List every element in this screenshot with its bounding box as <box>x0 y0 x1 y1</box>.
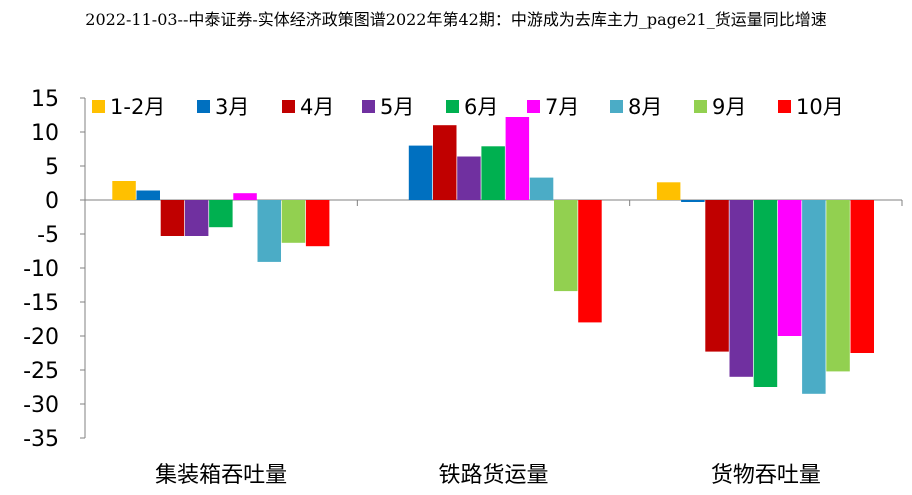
bar <box>481 146 505 200</box>
legend-swatch <box>778 100 791 113</box>
bar <box>209 200 233 228</box>
bar <box>408 145 433 200</box>
legend-swatch <box>282 100 295 113</box>
y-tick-label: -20 <box>23 325 59 350</box>
y-tick-label: 0 <box>45 189 59 214</box>
legend-swatch <box>197 100 210 113</box>
bar <box>705 200 729 352</box>
legend-swatch <box>92 100 105 113</box>
bar <box>753 200 778 387</box>
bar <box>529 177 554 200</box>
legend-label: 6月 <box>464 95 498 119</box>
bar <box>305 200 330 247</box>
bar <box>233 193 257 200</box>
bar <box>802 200 826 394</box>
legend-label: 10月 <box>796 95 844 119</box>
bar <box>656 182 681 200</box>
y-tick-label: -35 <box>23 427 59 452</box>
bar <box>505 117 530 200</box>
y-tick-label: 15 <box>31 87 59 112</box>
legend-label: 4月 <box>300 95 334 119</box>
y-tick-label: -15 <box>23 291 59 316</box>
bar <box>850 200 874 353</box>
legend-swatch <box>446 100 459 113</box>
legend-swatch <box>694 100 707 113</box>
bar <box>184 200 209 236</box>
legend-label: 7月 <box>545 95 579 119</box>
bar <box>729 200 753 377</box>
y-tick-label: 10 <box>31 121 59 146</box>
y-tick-label: -25 <box>23 359 59 384</box>
bar <box>136 190 160 200</box>
y-tick-label: -5 <box>37 223 59 248</box>
x-category-label: 铁路货运量 <box>438 463 548 488</box>
legend-label: 5月 <box>380 95 414 119</box>
legend-label: 1-2月 <box>110 95 165 119</box>
x-category-label: 货物吞吐量 <box>711 463 821 488</box>
y-tick-label: -10 <box>23 257 59 282</box>
bar <box>112 181 136 200</box>
bar <box>681 200 705 202</box>
legend-label: 8月 <box>628 95 662 119</box>
bar <box>257 200 281 262</box>
bar <box>281 200 306 243</box>
bar <box>578 200 602 323</box>
legend-swatch <box>527 100 540 113</box>
y-tick-label: -30 <box>23 393 59 418</box>
legend-swatch <box>362 100 375 113</box>
bar <box>457 156 481 200</box>
y-tick-label: 5 <box>45 155 59 180</box>
bar <box>826 200 850 372</box>
legend-swatch <box>610 100 623 113</box>
bar <box>554 200 578 292</box>
bar <box>433 125 457 200</box>
bar <box>160 200 185 236</box>
bar <box>777 200 802 336</box>
x-category-label: 集装箱吞吐量 <box>155 463 287 488</box>
legend-label: 3月 <box>215 95 249 119</box>
legend-label: 9月 <box>712 95 746 119</box>
chart-title: 2022-11-03--中泰证券-实体经济政策图谱2022年第42期：中游成为去… <box>85 10 827 29</box>
